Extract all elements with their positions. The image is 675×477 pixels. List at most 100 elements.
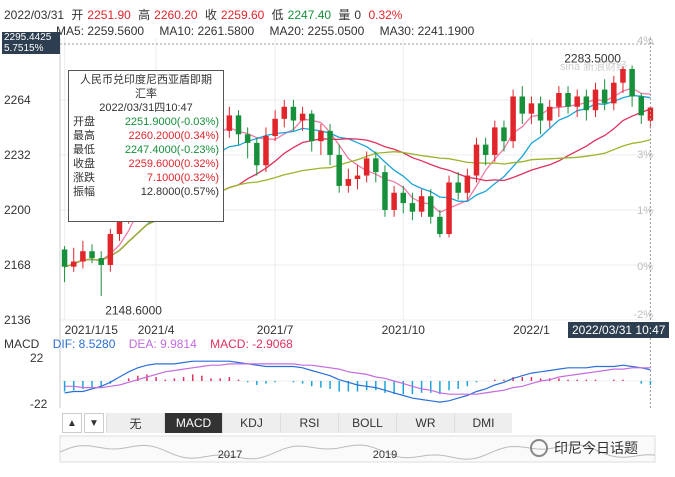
pct-tick-label: 4% — [637, 35, 653, 47]
open-value: 2251.90 — [87, 8, 131, 22]
candle-body — [455, 182, 461, 193]
high-label: 高 — [138, 8, 151, 22]
tooltip-row-change: 涨跌 7.1000(0.32%) — [73, 171, 219, 185]
candle-body — [620, 68, 626, 83]
candle-body — [629, 68, 635, 97]
overview-year: 2017 — [218, 449, 242, 461]
candle-body — [611, 82, 617, 104]
candle-body — [308, 113, 315, 142]
overview-strip — [59, 435, 656, 463]
candle-body — [501, 127, 507, 142]
candle-body — [70, 261, 77, 267]
scroll-up-icon[interactable]: ▲ — [62, 413, 82, 433]
candle-body — [226, 115, 233, 131]
ma10-legend: MA10: 2261.5800 — [159, 24, 255, 38]
candle-body — [592, 89, 599, 111]
candle-body — [528, 103, 535, 114]
ma-legend: MA5: 2259.5600 MA10: 2261.5800 MA20: 225… — [56, 24, 486, 38]
tooltip-value: 12.8000(0.57%) — [140, 186, 219, 198]
low-value: 2247.40 — [287, 8, 332, 22]
x-tick-label: 2021/1/15 — [65, 323, 119, 337]
crosshair-price-flag: 2295.4425 5.7515% — [2, 32, 60, 54]
crosshair-date-flag: 2022/03/31 10:47 — [568, 322, 670, 338]
candle-body — [583, 96, 590, 111]
wechat-icon — [530, 439, 548, 457]
ma30-legend: MA30: 2241.1900 — [379, 24, 475, 38]
macd-y-tick: 22 — [30, 351, 44, 365]
candle-body — [409, 203, 416, 212]
macd-title: MACD — [4, 337, 40, 351]
candle-body — [299, 113, 306, 121]
tooltip-key: 最高 — [73, 130, 95, 142]
dif-legend: DIF: 8.5280 — [52, 337, 116, 351]
macd-legend: MACD DIF: 8.5280 DEA: 9.9814 MACD: -2.90… — [4, 337, 303, 351]
candle-body — [107, 234, 114, 265]
scroll-down-icon[interactable]: ▼ — [84, 413, 104, 433]
overview-line — [59, 444, 656, 460]
candle-body — [318, 130, 324, 142]
tooltip-value: 2260.2000(0.34%) — [128, 130, 219, 142]
tooltip-row-open: 开盘 2251.9000(-0.03%) — [73, 115, 219, 129]
pct-tick-label: 1% — [637, 205, 653, 217]
dea-line — [64, 363, 651, 395]
tab-dmi[interactable]: DMI — [454, 413, 512, 433]
candle-body — [537, 103, 544, 121]
header-date: 2022/03/31 — [4, 8, 65, 22]
tab-boll[interactable]: BOLL — [338, 413, 396, 433]
crosshair-pct: 5.7515% — [4, 43, 44, 54]
candle-body — [400, 192, 407, 204]
tooltip-key: 最低 — [73, 144, 95, 156]
tooltip-value: 2251.9000(-0.03%) — [124, 116, 219, 128]
macd-y-tick: -22 — [30, 397, 48, 411]
overview-year: 2019 — [373, 449, 397, 461]
ma5-legend: MA5: 2259.5600 — [56, 24, 145, 38]
max-label: 2283.5000 — [564, 51, 621, 65]
watermark-text: 印尼今日话题 — [554, 440, 638, 456]
candle-body — [89, 251, 95, 259]
candle-body — [382, 172, 388, 210]
dea-legend: DEA: 9.9814 — [128, 337, 197, 351]
y-tick-label: 2200 — [4, 203, 31, 217]
y-tick-label: 2168 — [4, 258, 31, 272]
candle-body — [327, 130, 333, 155]
candle-body — [391, 192, 397, 210]
tooltip-value: 7.1000(0.32%) — [146, 172, 219, 184]
tooltip-row-amplitude: 振幅 12.8000(0.57%) — [73, 185, 219, 199]
candle-body — [446, 182, 452, 235]
pct-tick-label: 0% — [637, 261, 653, 273]
candle-body — [235, 115, 242, 135]
candle-body — [80, 251, 86, 262]
tab-wr[interactable]: WR — [396, 413, 454, 433]
candle-body — [437, 216, 443, 235]
tooltip-title-1: 人民币兑印度尼西亚盾即期 — [80, 74, 212, 86]
tab-kdj[interactable]: KDJ — [222, 413, 280, 433]
candle-body — [363, 158, 370, 176]
tooltip-title-2: 汇率 — [135, 88, 157, 100]
candle-body — [464, 175, 471, 193]
close-label: 收 — [204, 8, 217, 22]
tooltip-row-low: 最低 2247.4000(-0.23%) — [73, 143, 219, 157]
y-tick-label: 2232 — [4, 148, 31, 162]
tooltip-value: 2259.6000(0.32%) — [128, 158, 219, 170]
tab-rsi[interactable]: RSI — [280, 413, 338, 433]
candle-body — [272, 118, 278, 137]
tooltip-value: 2247.4000(-0.23%) — [124, 144, 219, 156]
x-tick-label: 2021/10 — [382, 323, 426, 337]
candle-body — [482, 144, 489, 155]
candle-body — [281, 106, 288, 119]
tab-macd[interactable]: MACD — [164, 413, 222, 433]
candle-body — [116, 216, 123, 235]
close-value: 2259.60 — [220, 8, 265, 22]
pct-tick-label: 3% — [637, 149, 653, 161]
volume-value: 0 — [354, 8, 362, 22]
candle-body — [345, 179, 352, 186]
tooltip-row-close: 收盘 2259.6000(0.32%) — [73, 157, 219, 171]
dif-line — [64, 360, 651, 403]
pct-tick-label: -2% — [633, 309, 653, 321]
tooltip-key: 收盘 — [73, 158, 95, 170]
tab-none[interactable]: 无 — [106, 413, 164, 433]
candle-body — [519, 96, 526, 114]
y-tick-label: 2264 — [4, 93, 31, 107]
open-label: 开 — [71, 8, 84, 22]
